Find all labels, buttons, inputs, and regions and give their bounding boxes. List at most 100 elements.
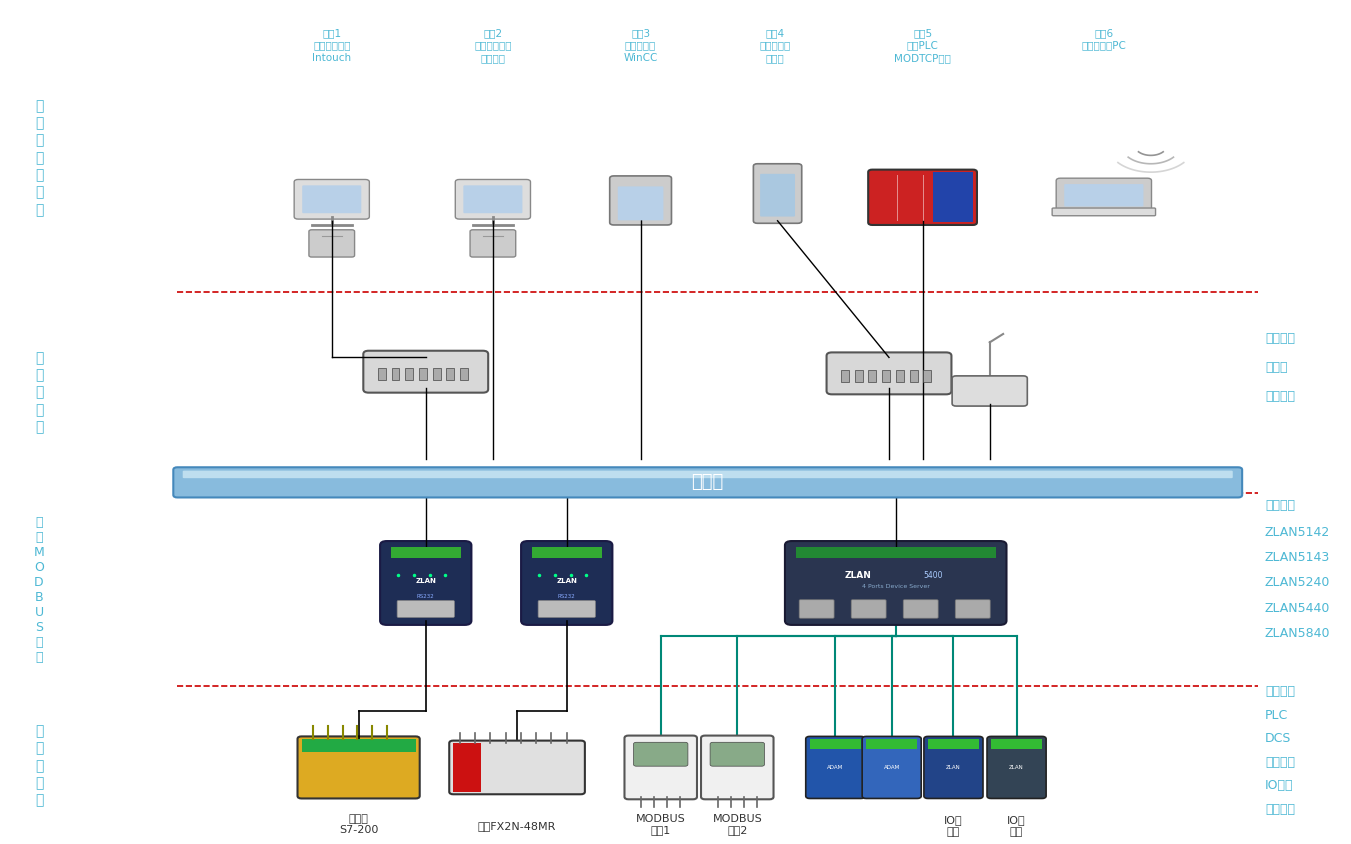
FancyBboxPatch shape [932,172,973,223]
Text: ZLAN5142: ZLAN5142 [1265,526,1331,539]
FancyBboxPatch shape [866,739,917,749]
Text: ZLAN: ZLAN [1009,765,1024,770]
FancyBboxPatch shape [392,368,400,381]
Text: PLC: PLC [1265,709,1289,722]
Text: MODBUS
仪表1: MODBUS 仪表1 [636,814,685,836]
FancyBboxPatch shape [851,600,886,618]
Text: ZLAN: ZLAN [415,578,436,585]
FancyBboxPatch shape [455,180,531,219]
FancyBboxPatch shape [617,187,663,220]
FancyBboxPatch shape [301,739,416,751]
FancyBboxPatch shape [1052,208,1155,216]
Text: ADAM: ADAM [884,765,900,770]
Text: 现
场
设
备
层: 现 场 设 备 层 [35,724,43,808]
Text: 网
络
链
接
层: 网 络 链 接 层 [35,351,43,435]
Text: ZLAN: ZLAN [557,578,577,585]
FancyBboxPatch shape [924,737,984,798]
Text: ZLAN5440: ZLAN5440 [1265,602,1331,614]
FancyBboxPatch shape [297,737,420,798]
FancyBboxPatch shape [470,230,516,257]
Text: 支持设备: 支持设备 [1265,685,1296,699]
FancyBboxPatch shape [785,541,1006,625]
FancyBboxPatch shape [450,740,585,794]
FancyBboxPatch shape [855,370,863,382]
FancyBboxPatch shape [754,164,801,224]
FancyBboxPatch shape [1065,184,1143,207]
FancyBboxPatch shape [624,736,697,799]
Text: 主站6
维护工程师PC: 主站6 维护工程师PC [1081,28,1127,51]
Text: IO控
制器: IO控 制器 [944,815,963,837]
FancyBboxPatch shape [928,739,979,749]
FancyBboxPatch shape [711,742,765,766]
FancyBboxPatch shape [532,547,601,558]
FancyBboxPatch shape [896,370,904,382]
Text: 以太网: 以太网 [692,473,724,491]
FancyBboxPatch shape [869,370,877,382]
FancyBboxPatch shape [882,370,890,382]
FancyBboxPatch shape [303,186,361,214]
FancyBboxPatch shape [923,370,931,382]
Text: MODBUS
仪表2: MODBUS 仪表2 [712,814,762,836]
Text: 主站4
现场触摸屏
组态王: 主站4 现场触摸屏 组态王 [759,28,790,62]
Text: 无线路由: 无线路由 [1265,390,1296,403]
Text: 西门子
S7-200: 西门子 S7-200 [339,814,378,836]
FancyBboxPatch shape [827,353,951,394]
FancyBboxPatch shape [634,742,688,766]
FancyBboxPatch shape [701,736,774,799]
FancyBboxPatch shape [538,601,596,617]
Text: ZLAN: ZLAN [946,765,961,770]
FancyBboxPatch shape [805,737,865,798]
FancyBboxPatch shape [909,370,917,382]
Text: 智能仪表: 智能仪表 [1265,756,1296,769]
Text: 交换机: 交换机 [1265,361,1288,374]
FancyBboxPatch shape [1056,178,1151,213]
Text: 卓
岚
M
O
D
B
U
S
网
关: 卓 岚 M O D B U S 网 关 [34,516,45,663]
Text: 主站3
现场工控机
WinCC: 主站3 现场工控机 WinCC [623,28,658,62]
FancyBboxPatch shape [869,170,977,225]
FancyBboxPatch shape [295,180,369,219]
FancyBboxPatch shape [992,739,1042,749]
FancyBboxPatch shape [446,368,454,381]
Text: ADAM: ADAM [827,765,843,770]
FancyBboxPatch shape [800,600,834,618]
FancyBboxPatch shape [904,600,938,618]
FancyBboxPatch shape [459,368,467,381]
FancyBboxPatch shape [609,176,671,225]
Text: ZLAN5143: ZLAN5143 [1265,551,1331,565]
FancyBboxPatch shape [809,739,861,749]
Text: ZLAN5240: ZLAN5240 [1265,576,1331,589]
FancyBboxPatch shape [380,541,471,625]
Text: 监
控
中
心
管
理
层: 监 控 中 心 管 理 层 [35,99,43,217]
Text: 4 Ports Device Server: 4 Ports Device Server [862,584,929,589]
FancyBboxPatch shape [397,601,454,617]
FancyBboxPatch shape [182,471,1232,479]
Text: 三菱FX2N-48MR: 三菱FX2N-48MR [478,821,557,831]
FancyBboxPatch shape [521,541,612,625]
FancyBboxPatch shape [378,368,386,381]
FancyBboxPatch shape [419,368,427,381]
Text: ZLAN5840: ZLAN5840 [1265,627,1331,640]
Text: 主站1
监控中心总部
Intouch: 主站1 监控中心总部 Intouch [312,28,351,62]
Text: DCS: DCS [1265,733,1292,745]
Text: 主站2
监控中心分布
三维力控: 主站2 监控中心分布 三维力控 [474,28,512,62]
FancyBboxPatch shape [761,174,794,217]
FancyBboxPatch shape [390,547,461,558]
FancyBboxPatch shape [952,376,1027,406]
FancyBboxPatch shape [454,743,481,792]
FancyBboxPatch shape [463,186,523,214]
FancyBboxPatch shape [405,368,413,381]
Text: 主站5
大型PLC
MODTCP主站: 主站5 大型PLC MODTCP主站 [894,28,951,62]
FancyBboxPatch shape [862,737,921,798]
FancyBboxPatch shape [173,468,1242,497]
Text: 支持设备: 支持设备 [1265,500,1296,512]
Text: ZLAN: ZLAN [844,571,871,580]
Text: IO模块: IO模块 [1265,779,1293,793]
Text: IO控
制器: IO控 制器 [1008,815,1025,837]
Text: 支持设备: 支持设备 [1265,332,1296,344]
FancyBboxPatch shape [988,737,1046,798]
Text: 5400: 5400 [924,571,943,580]
FancyBboxPatch shape [842,370,848,382]
FancyBboxPatch shape [955,600,990,618]
Text: 模拟模块: 模拟模块 [1265,803,1296,816]
FancyBboxPatch shape [796,547,996,558]
